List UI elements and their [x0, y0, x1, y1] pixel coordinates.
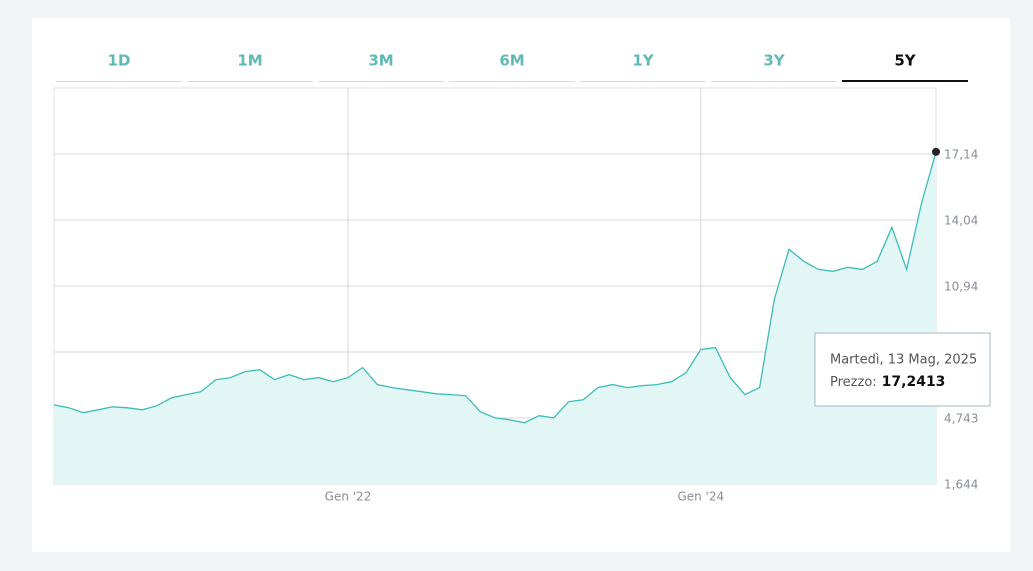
tab-label: 6M — [499, 52, 524, 70]
tab-underline — [842, 80, 968, 82]
tab-underline — [318, 81, 444, 82]
tab[interactable]: 1Y — [580, 52, 706, 83]
tab-label: 3Y — [763, 52, 785, 70]
tab[interactable]: 3M — [318, 52, 444, 83]
tab-underline — [56, 81, 182, 82]
area — [54, 151, 936, 484]
y-tick-label: 10,94 — [944, 280, 978, 294]
tooltip-date: Martedì, 13 Mag, 2025 — [830, 353, 977, 368]
tab-underline — [580, 81, 706, 82]
tab-label: 1M — [237, 52, 262, 70]
y-tick-label: 17,14 — [944, 148, 978, 162]
tab-label: 1Y — [632, 52, 654, 70]
hover-point — [932, 147, 940, 156]
tab-underline — [711, 81, 837, 82]
tab-underline — [449, 81, 575, 82]
y-tick-label: 4,743 — [944, 412, 978, 426]
tab-underline — [187, 81, 313, 82]
tab[interactable]: 1M — [187, 52, 313, 83]
tooltip-price: Prezzo: 17,2413 — [830, 374, 945, 390]
y-tick-label: 1,644 — [944, 478, 978, 492]
tab-label: 1D — [108, 52, 131, 70]
tooltip-price-value: 17,2413 — [882, 374, 946, 390]
x-tick-label: Gen '24 — [677, 490, 724, 504]
tooltip — [814, 332, 991, 407]
tab-label: 5Y — [894, 52, 916, 70]
tab[interactable]: 1D — [56, 52, 182, 83]
line — [53, 151, 937, 424]
tab[interactable]: 6M — [449, 52, 575, 83]
tooltip-price-label: Prezzo: — [830, 375, 877, 390]
tab-label: 3M — [368, 52, 393, 70]
tab[interactable]: 3Y — [711, 52, 837, 83]
tab[interactable]: 5Y — [842, 52, 968, 83]
y-tick-label: 14,04 — [944, 214, 978, 228]
x-tick-label: Gen '22 — [325, 490, 372, 504]
